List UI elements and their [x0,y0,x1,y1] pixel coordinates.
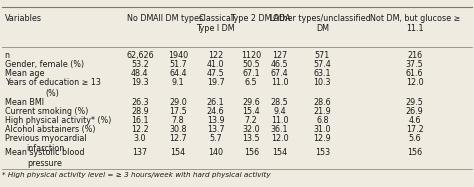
Text: 37.5: 37.5 [406,60,424,69]
Text: 46.5: 46.5 [271,60,289,69]
Text: Other types/unclassified
DM: Other types/unclassified DM [273,14,371,33]
Text: Type 2 DM: Type 2 DM [230,14,272,23]
Text: Gender, female (%): Gender, female (%) [5,60,84,69]
Text: * High physical activity level = ≥ 3 hours/week with hard physical activity: * High physical activity level = ≥ 3 hou… [2,172,271,178]
Text: 12.0: 12.0 [271,134,289,142]
Text: 122: 122 [208,51,223,60]
Text: Mean age: Mean age [5,69,44,78]
Text: 9.1: 9.1 [172,78,184,87]
Text: 26.9: 26.9 [406,107,424,116]
Text: 5.6: 5.6 [409,134,421,142]
Text: 61.6: 61.6 [406,69,423,78]
Text: Years of education ≥ 13
(%): Years of education ≥ 13 (%) [5,78,100,98]
Text: 137: 137 [132,148,147,157]
Text: 154: 154 [272,148,287,157]
Text: 41.0: 41.0 [207,60,224,69]
Text: 53.2: 53.2 [131,60,149,69]
Text: 3.0: 3.0 [134,134,146,142]
Text: 62,626: 62,626 [126,51,154,60]
Text: 24.6: 24.6 [207,107,225,116]
Text: 6.5: 6.5 [245,78,257,87]
Text: LADA: LADA [269,14,291,23]
Text: Not DM, but glucose ≥
11.1: Not DM, but glucose ≥ 11.1 [370,14,460,33]
Text: Current smoking (%): Current smoking (%) [5,107,88,116]
Text: 19.3: 19.3 [131,78,149,87]
Text: Mean BMI: Mean BMI [5,98,44,107]
Text: 127: 127 [272,51,287,60]
Text: 13.5: 13.5 [242,134,260,142]
Text: 63.1: 63.1 [314,69,331,78]
Text: n: n [5,51,10,60]
Text: 153: 153 [315,148,330,157]
Text: 16.1: 16.1 [131,116,148,125]
Text: 51.7: 51.7 [169,60,187,69]
Text: 13.9: 13.9 [207,116,225,125]
Text: 67.1: 67.1 [242,69,260,78]
Text: 19.7: 19.7 [207,78,225,87]
Text: Alcohol abstainers (%): Alcohol abstainers (%) [5,125,95,134]
Text: 154: 154 [170,148,185,157]
Text: 12.9: 12.9 [313,134,331,142]
Text: 9.4: 9.4 [273,107,286,116]
Text: Previous myocardial
infarction: Previous myocardial infarction [5,134,86,153]
Text: 21.9: 21.9 [313,107,331,116]
Text: 156: 156 [407,148,422,157]
Text: 17.2: 17.2 [406,125,424,134]
Text: 216: 216 [407,51,422,60]
Text: 47.5: 47.5 [207,69,225,78]
Text: 156: 156 [244,148,259,157]
Text: 26.1: 26.1 [207,98,225,107]
Text: 11.0: 11.0 [271,78,288,87]
Text: 10.3: 10.3 [314,78,331,87]
Text: 50.5: 50.5 [242,60,260,69]
Text: 15.4: 15.4 [242,107,260,116]
Text: 28.6: 28.6 [313,98,331,107]
Text: 12.7: 12.7 [169,134,187,142]
Text: 140: 140 [208,148,223,157]
Text: 7.2: 7.2 [245,116,257,125]
Text: 36.1: 36.1 [271,125,288,134]
Text: 57.4: 57.4 [313,60,331,69]
Text: 1120: 1120 [241,51,261,60]
Text: No DM: No DM [127,14,153,23]
Text: Mean systolic blood
pressure: Mean systolic blood pressure [5,148,84,168]
Text: High physical activity* (%): High physical activity* (%) [5,116,111,125]
Text: 13.7: 13.7 [207,125,225,134]
Text: 28.5: 28.5 [271,98,289,107]
Text: 17.5: 17.5 [169,107,187,116]
Text: 12.0: 12.0 [406,78,424,87]
Text: 1940: 1940 [168,51,188,60]
Text: 64.4: 64.4 [169,69,186,78]
Text: 7.8: 7.8 [172,116,184,125]
Text: 29.6: 29.6 [242,98,260,107]
Text: 4.6: 4.6 [409,116,421,125]
Text: Variables: Variables [5,14,42,23]
Text: 67.4: 67.4 [271,69,289,78]
Text: 571: 571 [315,51,330,60]
Text: 12.2: 12.2 [131,125,149,134]
Text: 28.9: 28.9 [131,107,149,116]
Text: 11.0: 11.0 [271,116,288,125]
Text: 30.8: 30.8 [169,125,186,134]
Text: 26.3: 26.3 [131,98,149,107]
Text: 5.7: 5.7 [210,134,222,142]
Text: 6.8: 6.8 [316,116,328,125]
Text: All DM types: All DM types [153,14,203,23]
Text: 32.0: 32.0 [242,125,260,134]
Text: 29.0: 29.0 [169,98,187,107]
Text: Classical
Type I DM: Classical Type I DM [196,14,235,33]
Text: 29.5: 29.5 [406,98,424,107]
Text: 31.0: 31.0 [314,125,331,134]
Text: 48.4: 48.4 [131,69,148,78]
